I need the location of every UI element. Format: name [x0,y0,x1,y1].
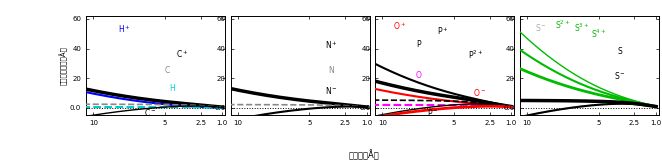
Text: N: N [328,66,334,75]
Text: H: H [169,84,175,93]
Text: S$^{4+}$: S$^{4+}$ [591,28,606,40]
Text: S$^-$: S$^-$ [535,22,547,33]
Text: S$^{3+}$: S$^{3+}$ [574,22,589,34]
Text: P$^-$: P$^-$ [426,107,438,118]
Text: S$^{2+}$: S$^{2+}$ [555,19,571,31]
Text: O: O [415,71,421,80]
Text: S$^-$: S$^-$ [614,70,626,81]
Text: P: P [416,40,420,49]
Text: O$^+$: O$^+$ [393,20,406,32]
Text: O$^-$: O$^-$ [473,88,487,99]
Text: C$^+$: C$^+$ [176,49,188,60]
Text: P$^+$: P$^+$ [437,25,448,37]
Text: C: C [165,66,170,75]
Text: N$^-$: N$^-$ [324,84,338,96]
Text: P$^{2+}$: P$^{2+}$ [468,48,483,61]
Text: N$^+$: N$^+$ [324,40,338,52]
Text: C$^-$: C$^-$ [144,107,157,118]
Text: H$^+$: H$^+$ [118,24,131,35]
Text: S: S [618,47,622,56]
Y-axis label: 原子散乱因子（Å）: 原子散乱因子（Å） [59,46,67,85]
Text: 分解能（Å）: 分解能（Å） [349,150,379,160]
